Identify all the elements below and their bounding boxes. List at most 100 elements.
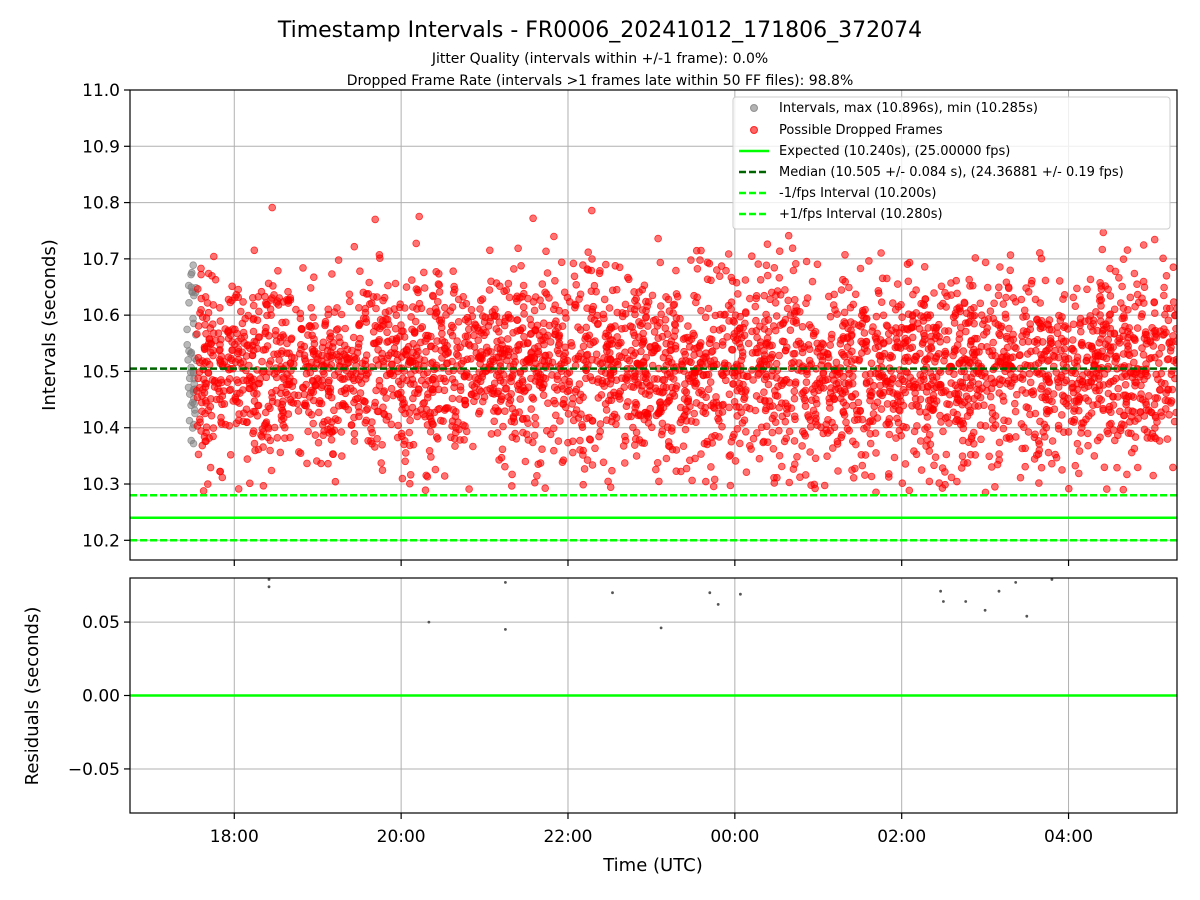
dropped-frame-point — [1054, 340, 1062, 348]
dropped-frame-point — [211, 275, 220, 284]
dropped-frame-point — [643, 411, 651, 420]
dropped-frame-point — [407, 276, 416, 284]
dropped-frame-point — [851, 440, 860, 449]
dropped-frame-point — [1119, 332, 1128, 341]
dropped-frame-point — [630, 372, 638, 381]
dropped-frame-point — [977, 311, 986, 320]
dropped-frame-point — [462, 299, 471, 308]
dropped-frame-point — [576, 326, 585, 334]
dropped-frame-point — [560, 375, 569, 384]
dropped-frame-point — [1076, 393, 1084, 402]
dropped-frame-point — [557, 382, 566, 390]
dropped-frame-point — [228, 282, 236, 291]
dropped-frame-point — [970, 311, 979, 320]
dropped-frame-point — [899, 385, 908, 394]
dropped-frame-point — [635, 436, 644, 444]
dropped-frame-point — [578, 423, 587, 432]
legend-box — [732, 96, 1171, 230]
dropped-frame-point — [900, 357, 909, 365]
residual-point — [267, 578, 271, 581]
dropped-frame-point — [1084, 382, 1092, 391]
dropped-frame-point — [1022, 403, 1031, 411]
dropped-frame-point — [881, 378, 890, 386]
dropped-frame-point — [234, 378, 242, 387]
dropped-frame-point — [1094, 351, 1103, 360]
dropped-frame-point — [785, 427, 794, 436]
dropped-frame-point — [1164, 316, 1173, 325]
residuals-x-tick-label: 18:00 — [210, 827, 259, 847]
dropped-frame-point — [1129, 393, 1138, 401]
dropped-frame-point — [210, 378, 219, 386]
dropped-frame-point — [387, 384, 396, 393]
dropped-frame-point — [756, 322, 764, 331]
dropped-frame-point — [966, 340, 975, 349]
dropped-frame-point — [959, 419, 968, 428]
dropped-frame-point — [478, 295, 487, 303]
dropped-frame-point — [228, 338, 236, 346]
dropped-frame-point — [909, 377, 917, 385]
dropped-frame-point — [1160, 283, 1168, 292]
dropped-frame-point — [1161, 405, 1170, 413]
dropped-frame-point — [978, 320, 987, 329]
dropped-frame-point — [1033, 315, 1041, 324]
interval-point — [185, 298, 193, 307]
legend-item-dropped: Possible Dropped Frames — [750, 123, 943, 138]
dropped-frame-point — [311, 322, 319, 330]
dropped-frame-point — [278, 347, 286, 355]
residuals-x-ticks: 18:00 20:00 22:00 00:00 02:00 04:00 — [210, 813, 1093, 847]
dropped-frame-point — [212, 395, 221, 404]
dropped-frame-point — [1140, 299, 1148, 307]
dropped-frame-point — [550, 396, 558, 405]
dropped-frame-point — [771, 298, 780, 307]
dropped-frame-point — [1035, 479, 1043, 487]
dropped-frame-point — [279, 298, 288, 306]
dropped-frame-point — [284, 287, 292, 296]
dropped-frame-point — [323, 416, 332, 425]
dropped-frame-point — [768, 341, 776, 350]
dropped-frame-point — [1165, 338, 1174, 346]
dropped-frame-point — [355, 408, 363, 416]
dropped-frame-point — [942, 450, 951, 459]
dropped-frame-point — [718, 401, 727, 410]
dropped-frame-point — [372, 304, 380, 313]
dropped-frame-point — [701, 477, 710, 486]
dropped-frame-point — [1002, 293, 1010, 302]
residual-point — [267, 585, 271, 589]
dropped-frame-point — [1134, 414, 1142, 423]
dropped-frame-point — [435, 288, 444, 296]
dropped-frame-point — [936, 411, 944, 420]
dropped-frame-point — [549, 446, 558, 455]
dropped-frame-point — [1058, 466, 1066, 474]
dropped-frame-point — [768, 428, 777, 437]
dropped-frame-point — [210, 252, 218, 261]
dropped-frame-point — [994, 283, 1003, 292]
dropped-frame-point — [1098, 329, 1107, 338]
dropped-frame-point — [524, 339, 532, 347]
dropped-frame-point — [1131, 336, 1139, 345]
dropped-frame-point — [655, 477, 663, 486]
dropped-frame-point — [1162, 271, 1171, 280]
dropped-frame-point — [697, 306, 705, 315]
dropped-frame-point — [994, 291, 1003, 300]
dropped-frame-point — [780, 337, 788, 346]
dropped-frame-point — [239, 358, 247, 366]
dropped-frame-point — [229, 397, 238, 405]
dropped-frame-point — [818, 376, 827, 385]
dropped-frame-point — [590, 281, 599, 290]
dropped-frame-point — [727, 298, 736, 307]
dropped-frame-point — [1020, 306, 1029, 315]
dropped-frame-point — [1102, 320, 1110, 329]
dropped-frame-point — [306, 284, 315, 292]
dropped-frame-point — [617, 353, 626, 362]
legend-marker-dropped — [750, 126, 758, 134]
dropped-frame-point — [840, 318, 848, 326]
dropped-frame-point — [350, 242, 359, 251]
dropped-frame-point — [405, 428, 414, 437]
dropped-frame-point — [426, 342, 435, 351]
dropped-frame-point — [198, 313, 207, 321]
dropped-frame-point — [809, 331, 818, 340]
dropped-frame-point — [1163, 386, 1172, 394]
dropped-frame-point — [539, 319, 548, 328]
dropped-frame-point — [973, 334, 981, 343]
dropped-frame-point — [747, 445, 755, 453]
